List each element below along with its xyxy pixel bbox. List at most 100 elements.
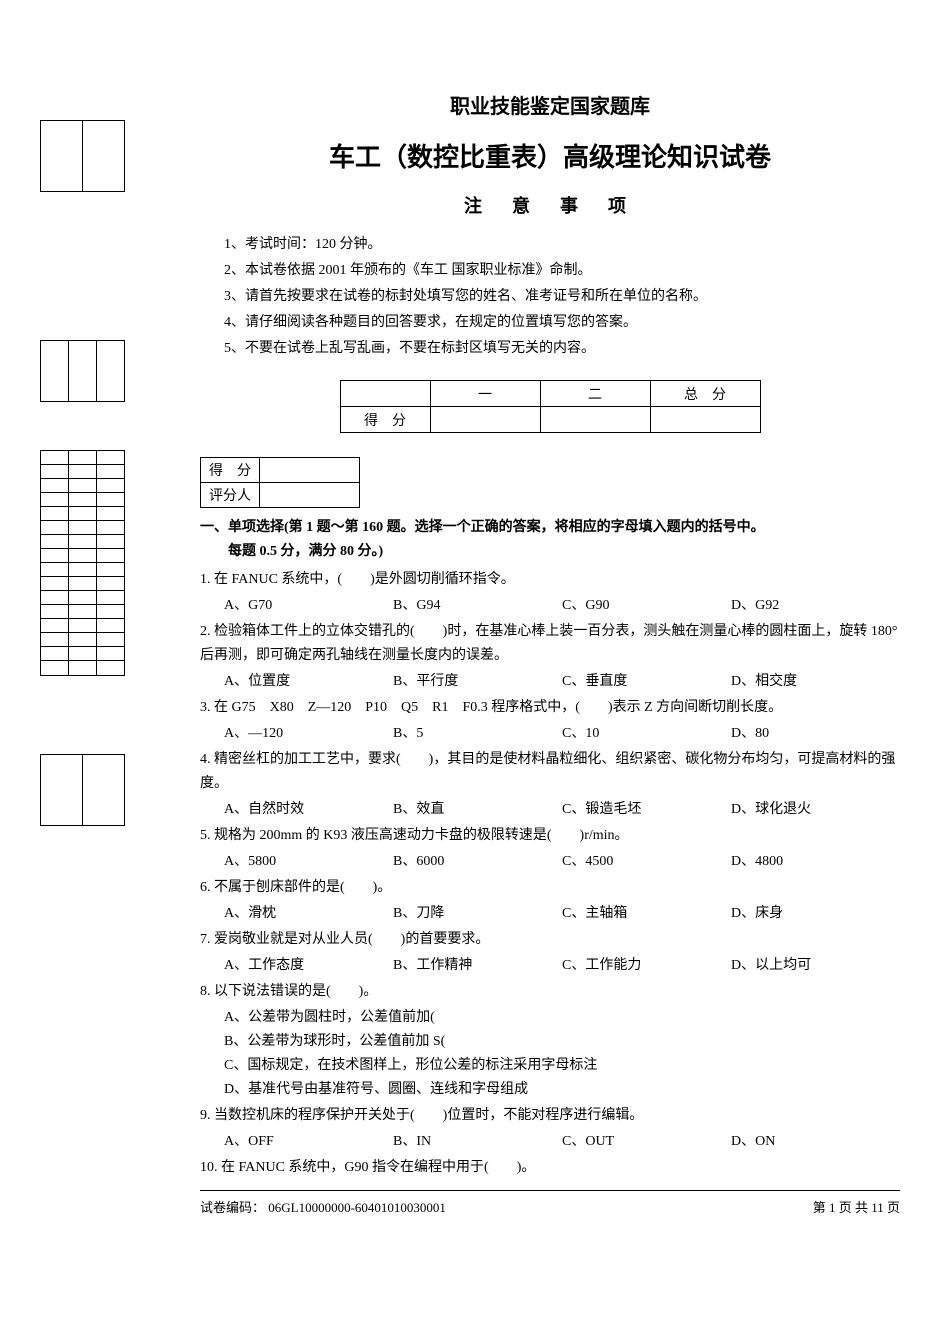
- question-stem: 10. 在 FANUC 系统中，G90 指令在编程中用于( )。: [200, 1156, 900, 1180]
- option[interactable]: C、主轴箱: [562, 902, 717, 926]
- option[interactable]: B、6000: [393, 850, 548, 874]
- section-subtitle: 每题 0.5 分，满分 80 分。): [228, 540, 900, 564]
- option-row: A、公差带为圆柱时，公差值前加(B、公差带为球形时，公差值前加 S(C、国标规定…: [200, 1006, 900, 1102]
- option[interactable]: B、刀降: [393, 902, 548, 926]
- option[interactable]: A、自然时效: [224, 798, 379, 822]
- grader-cell[interactable]: [260, 483, 360, 508]
- option-row: A、G70 B、G94 C、G90 D、G92: [200, 594, 900, 618]
- notice-item: 1、考试时间：120 分钟。: [224, 232, 900, 258]
- exam-code: 试卷编码： 06GL10000000-60401010030001: [200, 1197, 446, 1216]
- score-cell[interactable]: [260, 458, 360, 483]
- score-cell[interactable]: [430, 407, 540, 433]
- notice-item: 2、本试卷依据 2001 年颁布的《车工 国家职业标准》命制。: [224, 258, 900, 284]
- notice-heading: 注意事项: [220, 192, 900, 218]
- option[interactable]: C、锻造毛坯: [562, 798, 717, 822]
- table-header: 总 分: [650, 381, 760, 407]
- question: 10. 在 FANUC 系统中，G90 指令在编程中用于( )。: [200, 1156, 900, 1180]
- option[interactable]: A、位置度: [224, 670, 379, 694]
- option-row: A、位置度 B、平行度 C、垂直度 D、相交度: [200, 670, 900, 694]
- table-header: 一: [430, 381, 540, 407]
- option[interactable]: A、公差带为圆柱时，公差值前加(: [224, 1006, 886, 1030]
- score-cell[interactable]: [650, 407, 760, 433]
- page-footer: 试卷编码： 06GL10000000-60401010030001 第 1 页 …: [200, 1197, 900, 1216]
- question-stem: 1. 在 FANUC 系统中，( )是外圆切削循环指令。: [200, 568, 900, 592]
- page-body: 职业技能鉴定国家题库 车工（数控比重表）高级理论知识试卷 注意事项 1、考试时间…: [200, 90, 900, 1216]
- question-stem: 6. 不属于刨床部件的是( )。: [200, 876, 900, 900]
- seal-block-2: [40, 340, 125, 402]
- section-title: 一、单项选择(第 1 题～第 160 题。选择一个正确的答案，将相应的字母填入题…: [200, 520, 765, 535]
- seal-block-4: [40, 754, 125, 826]
- score-cell[interactable]: [540, 407, 650, 433]
- option[interactable]: A、滑枕: [224, 902, 379, 926]
- notice-item: 3、请首先按要求在试卷的标封处填写您的姓名、准考证号和所在单位的名称。: [224, 284, 900, 310]
- question: 7. 爱岗敬业就是对从业人员( )的首要要求。A、工作态度 B、工作精神 C、工作能…: [200, 928, 900, 978]
- page-super-title: 职业技能鉴定国家题库: [200, 90, 900, 119]
- option[interactable]: D、床身: [731, 902, 886, 926]
- score-summary-table: 一 二 总 分 得 分: [340, 380, 761, 433]
- notice-item: 4、请仔细阅读各种题目的回答要求，在规定的位置填写您的答案。: [224, 310, 900, 336]
- seal-block-3: [40, 450, 125, 676]
- table-header: 二: [540, 381, 650, 407]
- page-number: 第 1 页 共 11 页: [813, 1197, 900, 1216]
- option-row: A、OFF B、IN C、OUT D、ON: [200, 1130, 900, 1154]
- option[interactable]: C、G90: [562, 594, 717, 618]
- option[interactable]: D、相交度: [731, 670, 886, 694]
- option[interactable]: A、OFF: [224, 1130, 379, 1154]
- page-title: 车工（数控比重表）高级理论知识试卷: [200, 137, 900, 174]
- option[interactable]: A、G70: [224, 594, 379, 618]
- question: 6. 不属于刨床部件的是( )。A、滑枕 B、刀降 C、主轴箱 D、床身: [200, 876, 900, 926]
- option[interactable]: B、效直: [393, 798, 548, 822]
- option[interactable]: D、4800: [731, 850, 886, 874]
- option-row: A、—120 B、5 C、10 D、80: [200, 722, 900, 746]
- question: 1. 在 FANUC 系统中，( )是外圆切削循环指令。A、G70 B、G94 C、…: [200, 568, 900, 618]
- option-row: A、5800 B、6000 C、4500 D、4800: [200, 850, 900, 874]
- notice-item: 5、不要在试卷上乱写乱画，不要在标封区填写无关的内容。: [224, 336, 900, 362]
- option[interactable]: D、球化退火: [731, 798, 886, 822]
- question: 5. 规格为 200mm 的 K93 液压高速动力卡盘的极限转速是( )r/mi…: [200, 824, 900, 874]
- option[interactable]: D、G92: [731, 594, 886, 618]
- question: 8. 以下说法错误的是( )。A、公差带为圆柱时，公差值前加(B、公差带为球形时…: [200, 980, 900, 1102]
- table-row-label: 得 分: [340, 407, 430, 433]
- question: 2. 检验箱体工件上的立体交错孔的( )时，在基准心棒上装一百分表，测头触在测量…: [200, 620, 900, 694]
- question-list: 1. 在 FANUC 系统中，( )是外圆切削循环指令。A、G70 B、G94 C、…: [200, 568, 900, 1180]
- notice-list: 1、考试时间：120 分钟。 2、本试卷依据 2001 年颁布的《车工 国家职业…: [224, 232, 900, 362]
- binding-margin: [40, 120, 125, 844]
- option[interactable]: C、垂直度: [562, 670, 717, 694]
- option[interactable]: A、工作态度: [224, 954, 379, 978]
- option[interactable]: C、4500: [562, 850, 717, 874]
- question-stem: 5. 规格为 200mm 的 K93 液压高速动力卡盘的极限转速是( )r/mi…: [200, 824, 900, 848]
- option[interactable]: C、OUT: [562, 1130, 717, 1154]
- table-row-label: 评分人: [201, 483, 260, 508]
- option[interactable]: D、以上均可: [731, 954, 886, 978]
- option[interactable]: D、ON: [731, 1130, 886, 1154]
- option[interactable]: D、基准代号由基准符号、圆圈、连线和字母组成: [224, 1078, 886, 1102]
- question-stem: 8. 以下说法错误的是( )。: [200, 980, 900, 1004]
- option[interactable]: A、—120: [224, 722, 379, 746]
- question-stem: 3. 在 G75 X80 Z—120 P10 Q5 R1 F0.3 程序格式中，…: [200, 696, 900, 720]
- option[interactable]: C、国标规定，在技术图样上，形位公差的标注采用字母标注: [224, 1054, 886, 1078]
- question: 3. 在 G75 X80 Z—120 P10 Q5 R1 F0.3 程序格式中，…: [200, 696, 900, 746]
- question-stem: 2. 检验箱体工件上的立体交错孔的( )时，在基准心棒上装一百分表，测头触在测量…: [200, 620, 900, 668]
- question-stem: 7. 爱岗敬业就是对从业人员( )的首要要求。: [200, 928, 900, 952]
- question-stem: 9. 当数控机床的程序保护开关处于( )位置时，不能对程序进行编辑。: [200, 1104, 900, 1128]
- option[interactable]: B、G94: [393, 594, 548, 618]
- question-stem: 4. 精密丝杠的加工工艺中，要求( )，其目的是使材料晶粒细化、组织紧密、碳化物…: [200, 748, 900, 796]
- option[interactable]: A、5800: [224, 850, 379, 874]
- option[interactable]: C、工作能力: [562, 954, 717, 978]
- option[interactable]: C、10: [562, 722, 717, 746]
- option-row: A、自然时效 B、效直 C、锻造毛坯 D、球化退火: [200, 798, 900, 822]
- option[interactable]: D、80: [731, 722, 886, 746]
- option[interactable]: B、平行度: [393, 670, 548, 694]
- seal-block-1: [40, 120, 125, 192]
- table-header: [340, 381, 430, 407]
- question: 9. 当数控机床的程序保护开关处于( )位置时，不能对程序进行编辑。A、OFF B…: [200, 1104, 900, 1154]
- option-row: A、工作态度 B、工作精神 C、工作能力 D、以上均可: [200, 954, 900, 978]
- grader-table: 得 分 评分人: [200, 457, 360, 508]
- option-row: A、滑枕 B、刀降 C、主轴箱 D、床身: [200, 902, 900, 926]
- option[interactable]: B、公差带为球形时，公差值前加 S(: [224, 1030, 886, 1054]
- option[interactable]: B、IN: [393, 1130, 548, 1154]
- option[interactable]: B、5: [393, 722, 548, 746]
- section-heading: 一、单项选择(第 1 题～第 160 题。选择一个正确的答案，将相应的字母填入题…: [200, 516, 900, 564]
- table-row-label: 得 分: [201, 458, 260, 483]
- option[interactable]: B、工作精神: [393, 954, 548, 978]
